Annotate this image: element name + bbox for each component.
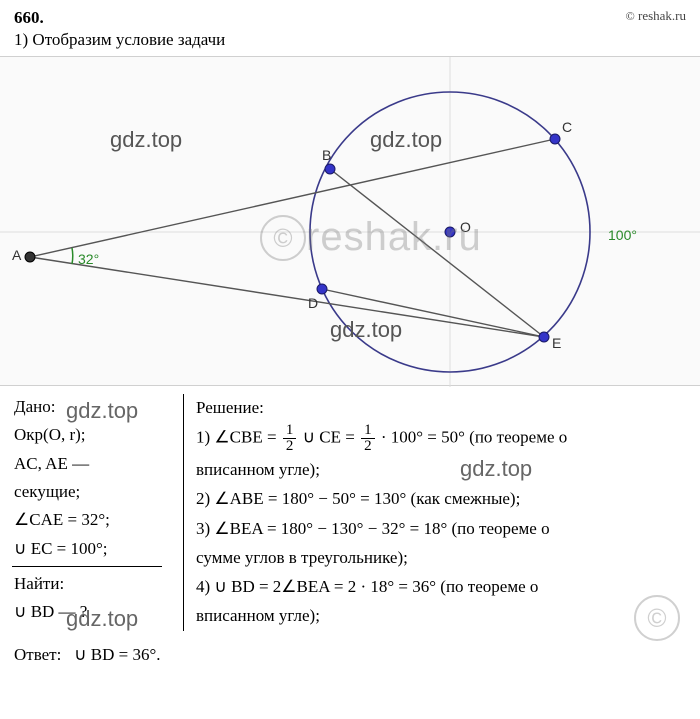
site-brand: © reshak.ru bbox=[626, 8, 686, 24]
fraction-half-2: 12 bbox=[361, 423, 375, 454]
given-column: Дано: Окр(O, r); AC, AE — секущие; ∠CAE … bbox=[14, 394, 184, 631]
fraction-half-1: 12 bbox=[283, 423, 297, 454]
solution-step-3b: сумме углов в треугольнике); bbox=[196, 544, 686, 571]
solution-title: Решение: bbox=[196, 394, 686, 421]
given-l5: ∪ EC = 100°; bbox=[14, 536, 175, 562]
solution-column: Решение: 1) ∠CBE = 12 ∪ CE = 12 · 100° =… bbox=[184, 394, 686, 631]
given-l1: Окр(O, r); bbox=[14, 422, 175, 448]
answer-text: ∪ BD = 36°. bbox=[74, 645, 160, 664]
solution-step-2: 2) ∠ABE = 180° − 50° = 130° (как смежные… bbox=[196, 485, 686, 512]
label-O: O bbox=[460, 219, 471, 235]
copyright-icon: © bbox=[626, 9, 635, 23]
solution-step-1b: вписанном угле); bbox=[196, 456, 686, 483]
solution-step-4a: 4) ∪ BD = 2∠BEA = 2 · 18° = 36° (по теор… bbox=[196, 573, 686, 600]
label-D: D bbox=[308, 295, 318, 311]
solution-step-3a: 3) ∠BEA = 180° − 130° − 32° = 18° (по те… bbox=[196, 515, 686, 542]
given-divider bbox=[12, 566, 162, 567]
given-title: Дано: bbox=[14, 394, 175, 420]
label-E: E bbox=[552, 335, 561, 351]
solution-step-1: 1) ∠CBE = 12 ∪ CE = 12 · 100° = 50° (по … bbox=[196, 423, 686, 454]
diagram-svg bbox=[0, 57, 700, 387]
answer-line: Ответ: ∪ BD = 36°. bbox=[0, 635, 700, 665]
given-l3: секущие; bbox=[14, 479, 175, 505]
angle-32: 32° bbox=[78, 251, 99, 267]
given-solution-block: Дано: Окр(O, r); AC, AE — секущие; ∠CAE … bbox=[0, 386, 700, 635]
find-title: Найти: bbox=[14, 571, 175, 597]
solution-step-4b: вписанном угле); bbox=[196, 602, 686, 629]
geometry-diagram: A B C D E O 32° 100° gdz.top gdz.top gdz… bbox=[0, 56, 700, 386]
find-text: ∪ BD — ? bbox=[14, 599, 175, 625]
label-C: C bbox=[562, 119, 572, 135]
problem-number: 660. bbox=[14, 8, 44, 28]
given-l2: AC, AE — bbox=[14, 451, 175, 477]
label-A: A bbox=[12, 247, 21, 263]
brand-text: reshak.ru bbox=[638, 8, 686, 23]
header-row: 660. © reshak.ru bbox=[0, 0, 700, 28]
given-l4: ∠CAE = 32°; bbox=[14, 507, 175, 533]
step-1-text: 1) Отобразим условие задачи bbox=[0, 28, 700, 56]
arc-100: 100° bbox=[608, 227, 637, 243]
label-B: B bbox=[322, 147, 331, 163]
answer-label: Ответ: bbox=[14, 645, 61, 664]
